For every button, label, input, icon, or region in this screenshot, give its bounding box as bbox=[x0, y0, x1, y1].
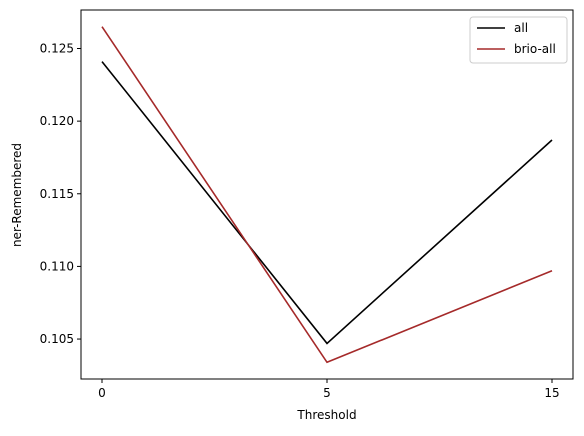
x-tick-label: 5 bbox=[323, 386, 331, 400]
series-lines bbox=[101, 26, 553, 364]
legend: all brio-all bbox=[469, 16, 568, 64]
y-tick-label: 0.105 bbox=[40, 332, 74, 346]
series-line-brio-all bbox=[101, 26, 553, 364]
y-axis-label: ner-Remembered bbox=[10, 143, 24, 247]
legend-label-brio-all: brio-all bbox=[514, 42, 556, 56]
x-tick-label: 0 bbox=[98, 386, 106, 400]
legend-label-all: all bbox=[514, 21, 528, 35]
axis-ticks: 0 5 15 0.105 0.110 0.115 0.120 0.125 bbox=[40, 41, 560, 400]
y-tick-label: 0.110 bbox=[40, 259, 74, 273]
series-line-all bbox=[101, 61, 553, 345]
y-tick-label: 0.125 bbox=[40, 41, 74, 55]
plot-frame bbox=[80, 9, 574, 380]
x-tick-label: 15 bbox=[544, 386, 559, 400]
y-tick-label: 0.120 bbox=[40, 114, 74, 128]
y-tick-label: 0.115 bbox=[40, 187, 74, 201]
x-axis-label: Threshold bbox=[296, 408, 356, 422]
